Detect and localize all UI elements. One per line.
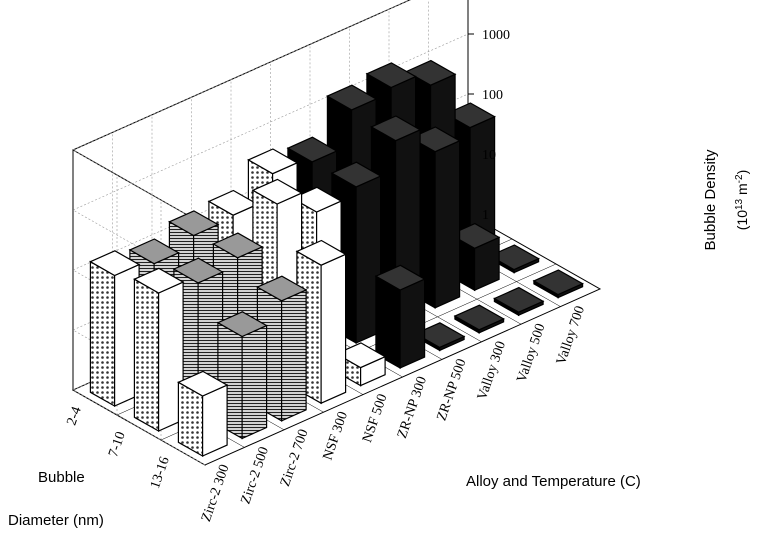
z-tick-label: 10 (482, 148, 496, 163)
x-tick-label: NSF 300 (321, 410, 352, 462)
bar-top-face (128, 238, 180, 265)
bar-top-face (449, 222, 501, 249)
bar-top-face (212, 232, 264, 259)
bar (133, 267, 185, 433)
bar-top-face (370, 115, 422, 142)
bar (177, 370, 229, 458)
bar-front-face (241, 324, 268, 440)
z-axis-units: (1013 m-2) (734, 170, 750, 231)
bar-top-face (374, 264, 426, 291)
z-tick-label: 1 (482, 208, 489, 223)
bar-front-face (434, 139, 461, 309)
bar-top-face (493, 286, 545, 313)
z-tick-label: 100 (482, 88, 503, 103)
bar-top-face (216, 311, 268, 338)
bar-front-face (281, 288, 307, 422)
bar-side-face (89, 260, 116, 408)
z-tick-label: 1000 (482, 28, 510, 43)
bar-top-face (335, 342, 387, 369)
bar (89, 250, 141, 408)
x-tick-label: Valloy 500 (515, 322, 549, 385)
x-tick-label: Zirc-2 300 (199, 463, 233, 524)
bar-top-face (365, 62, 417, 89)
bar (532, 269, 584, 299)
bar (453, 304, 505, 334)
bar-top-face (256, 275, 308, 302)
bar-top-face (532, 269, 584, 296)
bar-top-face (251, 178, 303, 205)
bar-top-face (168, 210, 220, 237)
bar-top-face (488, 244, 540, 271)
bar-top-face (444, 102, 496, 129)
bars-layer (89, 59, 584, 458)
bar-top-face (295, 239, 347, 266)
y-tick-label: 13-16 (148, 455, 173, 491)
y-tick-label: 7-10 (106, 430, 129, 459)
y-axis-title-line2: Diameter (nm) (8, 512, 104, 529)
bar-top-face (89, 250, 141, 277)
bar-top-face (172, 257, 224, 284)
x-tick-label: ZR-NP 500 (434, 357, 469, 423)
x-tick-label: NSF 500 (360, 392, 391, 444)
z-gridline (72, 0, 411, 226)
z-axis-title: Bubble Density (702, 149, 719, 250)
bar-top-face (286, 136, 338, 163)
x-tick-label: Valloy 700 (554, 304, 588, 367)
x-axis-title: Alloy and Temperature (C) (466, 473, 641, 490)
bar-front-face (399, 278, 426, 369)
bar-top-face (414, 322, 466, 349)
bar-front-face (202, 384, 228, 457)
x-tick-label: Zirc-2 500 (239, 445, 273, 506)
bar (493, 286, 545, 317)
bar-top-face (405, 59, 457, 86)
x-tick-label: Valloy 300 (475, 339, 509, 402)
x-tick-label: Zirc-2 700 (278, 427, 312, 488)
bar-front-face (320, 253, 347, 405)
bar-top-face (409, 126, 461, 153)
bar-top-face (247, 148, 299, 175)
bar-top-face (453, 304, 505, 331)
bar-top-face (133, 267, 185, 294)
bar-top-face (291, 186, 343, 213)
y-axis-title-line1: Bubble (38, 469, 85, 486)
bar-top-face (330, 161, 382, 188)
y-tick-label: 2-4 (65, 405, 85, 428)
bar-top-face (177, 370, 229, 397)
bar (374, 264, 426, 370)
bar-side-face (133, 278, 160, 433)
bar-top-face (326, 84, 378, 111)
x-tick-label: ZR-NP 300 (395, 375, 430, 441)
